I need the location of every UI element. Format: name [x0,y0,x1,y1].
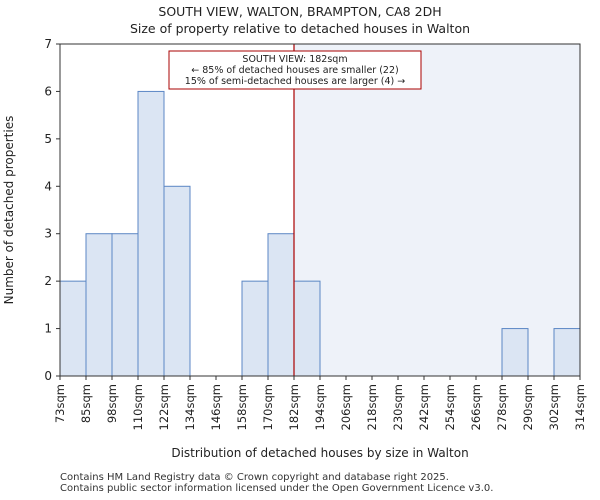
footer-line-2: Contains public sector information licen… [60,483,494,494]
annotation-rect [168,50,422,90]
y-axis-label: Number of detached properties [2,116,16,305]
bar-122sqm [163,185,191,377]
y-tick-label: 1 [44,322,52,336]
x-tick-label: 242sqm [417,384,431,430]
x-axis-label: Distribution of detached houses by size … [171,446,468,460]
x-tick-label: 230sqm [391,384,405,430]
x-tick-label: 254sqm [443,384,457,430]
x-tick-label: 182sqm [287,384,301,430]
x-tick-label: 170sqm [261,384,275,430]
y-tick-label: 4 [44,179,52,193]
footer-line-1: Contains HM Land Registry data © Crown c… [60,472,449,483]
y-tick-label: 3 [44,227,52,241]
y-tick-label: 2 [44,274,52,288]
x-tick-label: 110sqm [131,384,145,430]
annotation-box: SOUTH VIEW: 182sqm ← 85% of detached hou… [168,50,422,90]
x-tick-label: 73sqm [53,384,67,423]
x-tick-label: 206sqm [339,384,353,430]
chart-title: SOUTH VIEW, WALTON, BRAMPTON, CA8 2DH [158,4,442,19]
x-tick-label: 122sqm [157,384,171,430]
bar-73sqm [59,280,87,377]
x-tick-label: 98sqm [105,384,119,423]
histogram-chart: 0 1 2 3 4 5 6 7 73sqm 85sqm 98sqm 110sqm 122sqm 134sq… [2,37,587,460]
bars-group [59,90,581,377]
x-tick-label: 314sqm [573,384,587,430]
bar-278sqm [501,328,529,377]
x-tick-label: 266sqm [469,384,483,430]
x-tick-label: 218sqm [365,384,379,430]
x-tick-label: 278sqm [495,384,509,430]
chart-title-block: SOUTH VIEW, WALTON, BRAMPTON, CA8 2DH Si… [0,3,600,37]
footer: Contains HM Land Registry data © Crown c… [60,472,493,494]
annotation-line-1: SOUTH VIEW: 182sqm [242,54,347,65]
bar-158sqm [241,280,269,377]
bar-110sqm [137,90,165,377]
chart-subtitle: Size of property relative to detached ho… [129,21,471,36]
highlight-region [294,44,580,376]
y-tick-label: 0 [44,369,52,383]
bar-85sqm [85,233,113,377]
x-tick-label: 194sqm [313,384,327,430]
x-tick-label: 290sqm [521,384,535,430]
y-tick-label: 5 [44,132,52,146]
x-tick-label: 302sqm [547,384,561,430]
bar-98sqm [111,233,139,377]
x-tick-label: 146sqm [209,384,223,430]
annotation-line-2: ← 85% of detached houses are smaller (22… [191,65,398,76]
bar-170sqm [267,233,295,377]
bar-182sqm [293,280,321,377]
x-tick-label: 158sqm [235,384,249,430]
annotation-line-3: 15% of semi-detached houses are larger (… [185,76,405,87]
y-tick-label: 6 [44,84,52,98]
ticks-group: 0 1 2 3 4 5 6 7 73sqm 85sqm 98sqm 110sqm 122sqm 134sq… [44,37,587,430]
x-tick-label: 134sqm [183,384,197,430]
y-tick-label: 7 [44,37,52,51]
bar-302sqm [553,328,581,377]
x-tick-label: 85sqm [79,384,93,423]
